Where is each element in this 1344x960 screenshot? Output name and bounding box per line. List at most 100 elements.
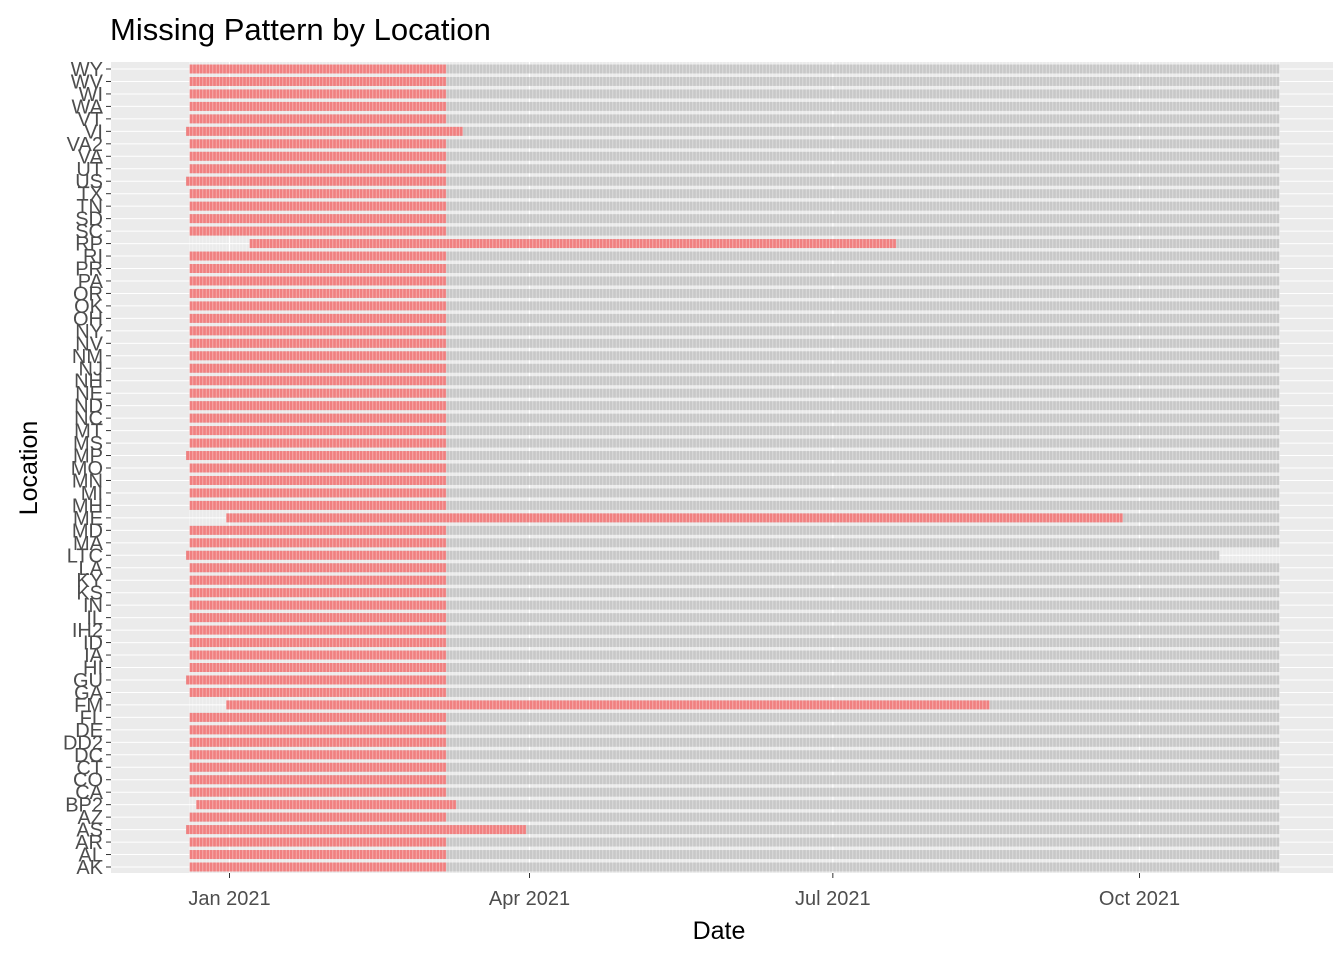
present-tile-VA <box>189 151 1280 161</box>
y-tick-label: RP <box>75 234 103 256</box>
y-tick-label: IH2 <box>72 620 103 642</box>
y-tick-label: NJ <box>79 358 103 380</box>
y-axis-title: Location <box>15 421 43 516</box>
y-tick-label: WV <box>71 71 104 93</box>
present-tile-WV <box>189 76 1280 86</box>
y-tick-label: CA <box>75 782 103 804</box>
present-tile-VT <box>189 114 1280 124</box>
y-tick-label: AK <box>76 857 103 879</box>
present-tile-AL <box>189 850 1280 860</box>
y-tick-label: FM <box>74 695 103 717</box>
y-tick-label: MO <box>71 458 103 480</box>
y-tick-label: LA <box>79 558 104 580</box>
missing-tile-CT <box>189 762 447 772</box>
missing-tile-NY <box>189 326 447 336</box>
y-tick-label: MP <box>73 446 103 468</box>
missing-tile-IN <box>189 600 447 610</box>
y-tick-label: NC <box>74 408 103 430</box>
present-tile-WY <box>189 64 1280 74</box>
y-tick-label: AR <box>75 832 103 854</box>
y-tick-label: FL <box>80 707 103 729</box>
x-tick-label: Jan 2021 <box>188 888 270 910</box>
y-tick-label: SD <box>75 209 103 231</box>
present-tile-AR <box>189 837 1280 847</box>
y-tick-label: HI <box>83 658 103 680</box>
y-tick-label: ME <box>73 508 103 530</box>
present-tile-IH2 <box>189 625 1280 635</box>
x-tick-label: Apr 2021 <box>489 888 570 910</box>
missing-tile-MD <box>189 525 447 535</box>
present-tile-WA <box>189 101 1280 111</box>
missing-tile-MN <box>189 475 447 485</box>
missing-tile-KY <box>189 575 447 585</box>
missing-tile-IL <box>189 613 447 623</box>
present-tile-NJ <box>189 363 1280 373</box>
missing-tile-FL <box>189 712 447 722</box>
y-tick-label: NE <box>75 383 103 405</box>
y-tick-label: TX <box>77 184 103 206</box>
present-tile-MN <box>189 475 1280 485</box>
y-tick-label: BP2 <box>65 795 103 817</box>
present-tile-WI <box>189 89 1280 99</box>
chart-title: Missing Pattern by Location <box>110 12 491 47</box>
present-tile-MH <box>189 500 1280 510</box>
y-tick-label: UT <box>76 159 103 181</box>
y-tick-label: OR <box>73 283 103 305</box>
y-tick-label: MS <box>73 433 103 455</box>
present-tile-PA <box>189 276 1280 286</box>
missing-tile-MI <box>189 488 447 498</box>
missing-tile-VA2 <box>189 139 447 149</box>
present-tile-SC <box>189 226 1280 236</box>
missing-tile-DE <box>189 725 447 735</box>
y-tick-label: RI <box>83 246 103 268</box>
y-tick-label: IL <box>86 608 103 630</box>
present-tile-ND <box>189 401 1280 411</box>
present-tile-NC <box>189 413 1280 423</box>
present-tile-UT <box>189 164 1280 174</box>
y-tick-label: PR <box>75 259 103 281</box>
x-axis: Jan 2021 Apr 2021 Jul 2021 Oct 2021 <box>188 873 1180 910</box>
y-tick-label: GU <box>73 670 103 692</box>
present-tile-MS <box>189 438 1280 448</box>
missing-tile-NJ <box>189 363 447 373</box>
missing-tile-TX <box>189 189 447 199</box>
y-tick-label: KS <box>76 583 103 605</box>
y-tick-label: IN <box>83 595 103 617</box>
x-axis-title: Date <box>693 917 746 945</box>
present-tile-RI <box>189 251 1280 261</box>
y-tick-label: TN <box>76 196 103 218</box>
missing-tile-OK <box>189 301 447 311</box>
y-tick-label: DC <box>74 745 103 767</box>
missing-tile-TN <box>189 201 447 211</box>
missing-tile-ME <box>226 513 1123 523</box>
present-tile-AZ <box>189 812 1280 822</box>
present-tile-DE <box>189 725 1280 735</box>
present-tile-GA <box>189 687 1280 697</box>
missing-tile-WV <box>189 76 447 86</box>
y-tick-label: SC <box>75 221 103 243</box>
y-tick-label: AS <box>76 820 103 842</box>
present-tile-IL <box>189 613 1280 623</box>
y-tick-label: MA <box>73 533 104 555</box>
present-tile-LA <box>189 563 1280 573</box>
present-tile-NM <box>189 351 1280 361</box>
y-tick-label: MH <box>72 495 103 517</box>
missing-tile-NV <box>189 338 447 348</box>
missing-tile-NH <box>189 376 447 386</box>
present-tile-MT <box>189 426 1280 436</box>
tile-separators <box>189 62 1280 873</box>
y-tick-label: OH <box>73 308 103 330</box>
missing-tile-HI <box>189 663 447 672</box>
missing-tile-AR <box>189 837 447 847</box>
missing-tile-AL <box>189 850 447 860</box>
y-tick-label: VI <box>84 121 103 143</box>
present-tile-NY <box>189 326 1280 336</box>
present-tile-OR <box>189 288 1280 298</box>
y-tick-label: GA <box>74 682 104 704</box>
missing-tile-ID <box>189 638 447 648</box>
present-tile-IA <box>189 650 1280 660</box>
missing-tile-KS <box>189 588 447 598</box>
missing-tile-RI <box>189 251 447 261</box>
missing-tile-MO <box>189 463 447 473</box>
y-axis: AKALARASAZBP2CACOCTDCDD2DEFLFMGAGUHIIAID… <box>63 59 111 879</box>
